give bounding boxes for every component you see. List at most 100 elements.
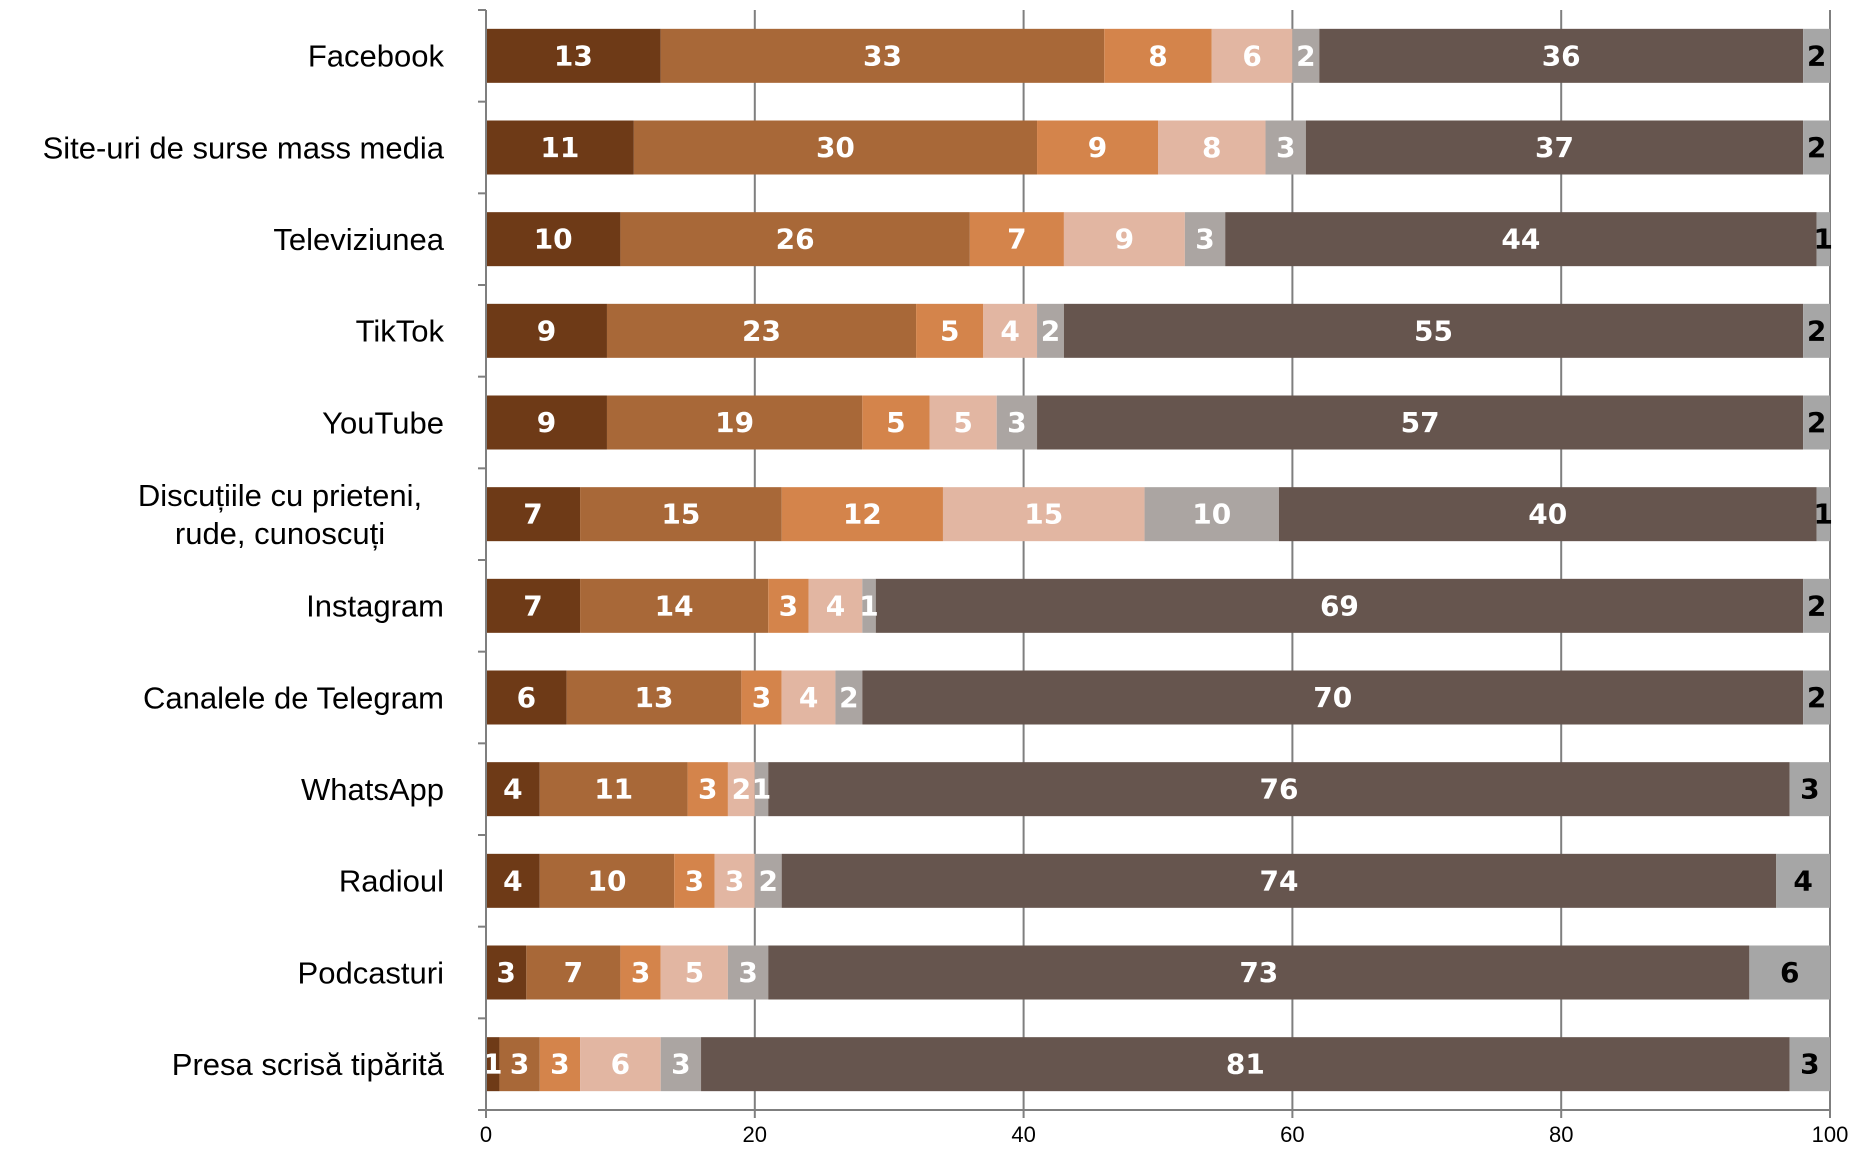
data-label: 9 xyxy=(1088,131,1107,164)
data-label: 5 xyxy=(685,956,704,989)
bar-segment xyxy=(1063,303,1804,358)
bar-segment xyxy=(754,762,769,817)
data-label: 36 xyxy=(1542,39,1581,72)
data-label: 7 xyxy=(523,589,542,622)
data-label: 3 xyxy=(671,1048,690,1081)
data-label: 69 xyxy=(1320,589,1359,622)
bar-segment xyxy=(781,853,1777,908)
bar-segment xyxy=(754,853,782,908)
data-label: 7 xyxy=(1007,223,1026,256)
data-label: 1 xyxy=(483,1048,502,1081)
category-label: Canalele de Telegram xyxy=(143,680,444,715)
bar-segment xyxy=(660,28,1105,83)
data-label: 4 xyxy=(1000,314,1019,347)
bar-segment xyxy=(1803,578,1830,633)
category-label: YouTube xyxy=(322,405,444,440)
data-label: 40 xyxy=(1528,498,1567,531)
data-label: 2 xyxy=(1041,314,1060,347)
data-label: 10 xyxy=(1192,498,1231,531)
data-label: 10 xyxy=(534,223,573,256)
data-label: 4 xyxy=(503,864,522,897)
bar-segment xyxy=(875,578,1804,633)
bar-segment xyxy=(486,670,567,725)
x-tick-label: 80 xyxy=(1549,1122,1573,1147)
bar-segment xyxy=(1037,303,1064,358)
data-label: 11 xyxy=(594,773,633,806)
data-label: 2 xyxy=(1296,39,1315,72)
data-label: 2 xyxy=(1807,39,1826,72)
data-label: 3 xyxy=(510,1048,529,1081)
data-label: 2 xyxy=(732,773,751,806)
bar-segment xyxy=(526,945,621,1000)
data-label: 8 xyxy=(1148,39,1167,72)
data-label: 6 xyxy=(611,1048,630,1081)
bar-segment xyxy=(862,578,876,633)
bar-segment xyxy=(1037,120,1158,175)
bar-segment xyxy=(674,853,715,908)
bar-segment xyxy=(660,945,728,1000)
bar-segment xyxy=(660,1037,702,1092)
data-label: 73 xyxy=(1239,956,1278,989)
data-label: 5 xyxy=(940,314,959,347)
bar-segment xyxy=(566,670,742,725)
data-label: 2 xyxy=(839,681,858,714)
bar-segment xyxy=(942,487,1145,542)
data-label: 76 xyxy=(1259,773,1298,806)
bar-segment xyxy=(929,395,997,450)
data-label: 6 xyxy=(1242,39,1261,72)
bar-segment xyxy=(486,28,661,83)
data-label: 7 xyxy=(564,956,583,989)
x-tick-label: 20 xyxy=(743,1122,767,1147)
bar-segment xyxy=(539,853,675,908)
category-label: Instagram xyxy=(306,589,444,624)
bar-segment xyxy=(781,487,943,542)
bar-segment xyxy=(727,945,769,1000)
data-label: 30 xyxy=(816,131,855,164)
bar-segment xyxy=(620,212,970,267)
bar-segment xyxy=(983,303,1038,358)
data-label: 3 xyxy=(738,956,757,989)
data-label: 4 xyxy=(1793,864,1812,897)
data-label: 37 xyxy=(1535,131,1574,164)
data-label: 33 xyxy=(863,39,902,72)
bar-segment xyxy=(727,762,755,817)
bar-segment xyxy=(741,670,782,725)
category-label: Facebook xyxy=(308,39,445,74)
data-label: 6 xyxy=(517,681,536,714)
gridlines xyxy=(753,10,1831,1110)
data-label: 3 xyxy=(779,589,798,622)
bar-segment xyxy=(1225,212,1817,267)
bar-segment xyxy=(486,303,607,358)
data-label: 7 xyxy=(523,498,542,531)
bar-segment xyxy=(486,1037,500,1092)
bar-segment xyxy=(1803,303,1830,358)
data-label: 15 xyxy=(661,498,700,531)
data-label: 19 xyxy=(715,406,754,439)
bar-segment xyxy=(1789,1037,1830,1092)
bar-segment xyxy=(768,578,809,633)
data-label: 12 xyxy=(843,498,882,531)
x-tick-label: 60 xyxy=(1280,1122,1304,1147)
bar-segment xyxy=(620,945,661,1000)
bar-segment xyxy=(1278,487,1817,542)
data-label: 2 xyxy=(1807,406,1826,439)
bar-segment xyxy=(486,212,621,267)
bar-segment xyxy=(835,670,863,725)
bar-segment xyxy=(499,1037,540,1092)
data-label: 10 xyxy=(587,864,626,897)
bar-segment xyxy=(633,120,1038,175)
bar-segment xyxy=(486,487,581,542)
x-tick-label: 0 xyxy=(480,1122,492,1147)
bar-segment xyxy=(1144,487,1279,542)
bar-segment xyxy=(687,762,728,817)
data-label: 2 xyxy=(758,864,777,897)
data-label: 13 xyxy=(635,681,674,714)
data-label: 44 xyxy=(1501,223,1540,256)
bar-segment xyxy=(1305,120,1804,175)
data-label: 3 xyxy=(496,956,515,989)
data-label: 14 xyxy=(655,589,694,622)
data-label: 1 xyxy=(1814,498,1833,531)
data-label: 3 xyxy=(698,773,717,806)
data-label: 15 xyxy=(1024,498,1063,531)
bar-segment xyxy=(580,1037,661,1092)
